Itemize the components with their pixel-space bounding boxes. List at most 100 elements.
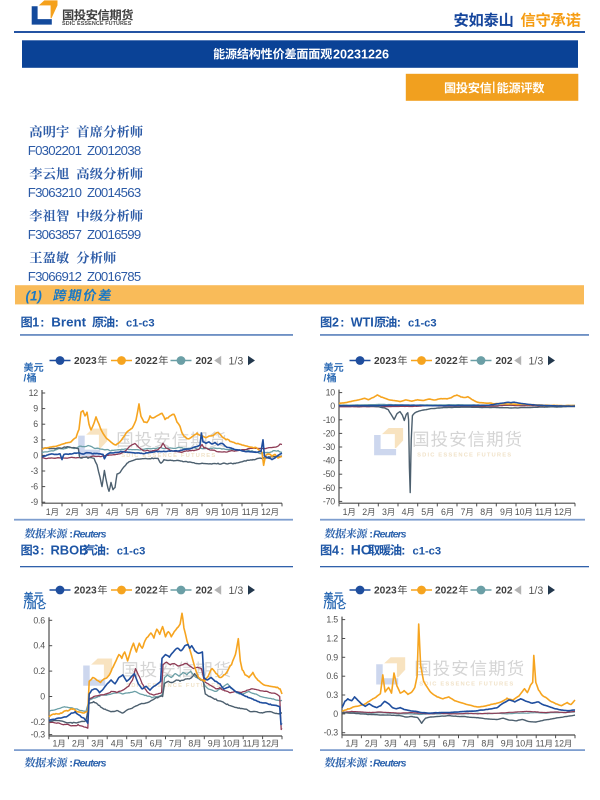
svg-text:12: 12 (261, 507, 271, 517)
svg-text:0: 0 (333, 709, 338, 719)
svg-text:-0.3: -0.3 (324, 728, 339, 738)
svg-text:-0.3: -0.3 (31, 730, 46, 740)
svg-text::: : (115, 316, 119, 330)
svg-text:7: 7 (169, 739, 174, 749)
svg-text:11: 11 (536, 739, 545, 749)
svg-text:4: 4 (402, 507, 407, 517)
svg-text:-10: -10 (323, 415, 335, 425)
svg-text:0: 0 (40, 692, 45, 702)
svg-text:c1-c3: c1-c3 (408, 318, 437, 330)
svg-text:/: / (324, 374, 327, 385)
svg-text:F3063210 Z0014563: F3063210 Z0014563 (28, 185, 141, 200)
svg-text:5: 5 (421, 507, 426, 517)
svg-text:SDIC ESSENCE FUTURES: SDIC ESSENCE FUTURES (417, 453, 512, 459)
svg-text:8: 8 (480, 507, 485, 517)
svg-text:202: 202 (496, 356, 513, 367)
svg-text:20231226: 20231226 (333, 47, 389, 61)
svg-text:4: 4 (111, 739, 116, 749)
svg-text:-50: -50 (323, 469, 335, 479)
svg-text:SDIC ESSENCE FUTURES: SDIC ESSENCE FUTURES (126, 683, 221, 689)
svg-text:10: 10 (221, 507, 231, 517)
svg-text:-40: -40 (323, 456, 335, 466)
svg-text::: : (69, 758, 73, 770)
svg-text:4: 4 (404, 739, 409, 749)
svg-text:3: 3 (384, 739, 389, 749)
svg-text:F3063857 Z0016599: F3063857 Z0016599 (28, 227, 141, 242)
svg-text:2022: 2022 (435, 356, 458, 367)
svg-text:1.2: 1.2 (326, 634, 338, 644)
svg-text:Reuters: Reuters (373, 759, 407, 770)
svg-text:1: 1 (345, 739, 350, 749)
svg-text:2022: 2022 (135, 586, 158, 597)
svg-text:-3: -3 (31, 466, 39, 476)
svg-text:3: 3 (86, 507, 91, 517)
svg-text:10: 10 (515, 507, 525, 517)
svg-text:12: 12 (261, 739, 271, 749)
svg-text:-30: -30 (323, 442, 335, 452)
svg-text:Brent: Brent (51, 315, 86, 330)
svg-text:RBOB: RBOB (51, 543, 89, 558)
svg-text:3: 3 (32, 544, 39, 558)
svg-text:1/3: 1/3 (229, 355, 244, 367)
svg-text:6: 6 (443, 739, 448, 749)
svg-text:c1-c3: c1-c3 (117, 546, 146, 558)
svg-text:9: 9 (208, 739, 213, 749)
svg-text::: : (69, 529, 73, 541)
svg-text:8: 8 (188, 739, 193, 749)
svg-text:9: 9 (501, 739, 506, 749)
svg-text:2: 2 (365, 739, 370, 749)
svg-text:2023: 2023 (74, 356, 97, 367)
svg-text:-60: -60 (323, 483, 335, 493)
svg-text:3: 3 (91, 739, 96, 749)
svg-text:10: 10 (326, 388, 336, 398)
svg-text:0.6: 0.6 (33, 615, 45, 625)
svg-text:202: 202 (496, 586, 513, 597)
svg-text:-20: -20 (323, 428, 335, 438)
svg-text:9: 9 (206, 507, 211, 517)
svg-text:-9: -9 (31, 497, 39, 507)
svg-text:Reuters: Reuters (73, 759, 107, 770)
svg-text:2022: 2022 (135, 356, 158, 367)
svg-text:WTI: WTI (351, 316, 374, 330)
svg-text:12: 12 (29, 388, 39, 398)
svg-text:c1-c3: c1-c3 (126, 318, 155, 330)
svg-text:-6: -6 (31, 482, 39, 492)
svg-text:6: 6 (146, 507, 151, 517)
svg-text::: : (369, 529, 373, 541)
svg-text:8: 8 (481, 739, 486, 749)
svg-text::: : (340, 544, 344, 558)
svg-text:12: 12 (554, 739, 564, 749)
svg-text:2023: 2023 (374, 356, 397, 367)
svg-text:1/3: 1/3 (529, 355, 544, 367)
svg-text:3: 3 (33, 435, 38, 445)
svg-text:0.9: 0.9 (326, 652, 338, 662)
svg-text:2: 2 (362, 507, 367, 517)
svg-text:11: 11 (242, 507, 251, 517)
svg-text:1.5: 1.5 (326, 615, 338, 625)
svg-text:0: 0 (330, 401, 335, 411)
svg-text:6: 6 (441, 507, 446, 517)
svg-text:202: 202 (196, 586, 213, 597)
svg-text:6: 6 (150, 739, 155, 749)
svg-text:10: 10 (223, 739, 233, 749)
svg-text:202: 202 (196, 356, 213, 367)
svg-text:F3066912 Z0016785: F3066912 Z0016785 (28, 269, 141, 284)
svg-text:0.2: 0.2 (33, 666, 45, 676)
svg-text:3: 3 (382, 507, 387, 517)
svg-text:9: 9 (33, 404, 38, 414)
svg-text:2022: 2022 (435, 586, 458, 597)
svg-text:1/3: 1/3 (229, 585, 244, 597)
svg-text:4: 4 (332, 544, 339, 558)
svg-text:7: 7 (166, 507, 171, 517)
svg-text:2: 2 (332, 316, 339, 330)
svg-text:1: 1 (32, 316, 39, 330)
svg-text:1: 1 (46, 507, 51, 517)
svg-text::: : (369, 758, 373, 770)
svg-text:1: 1 (343, 507, 348, 517)
svg-text::: : (340, 316, 344, 330)
svg-text:1: 1 (52, 739, 57, 749)
svg-text:1/3: 1/3 (529, 585, 544, 597)
svg-text:-0.2: -0.2 (31, 717, 46, 727)
svg-text:6: 6 (33, 419, 38, 429)
svg-text:5: 5 (130, 739, 135, 749)
